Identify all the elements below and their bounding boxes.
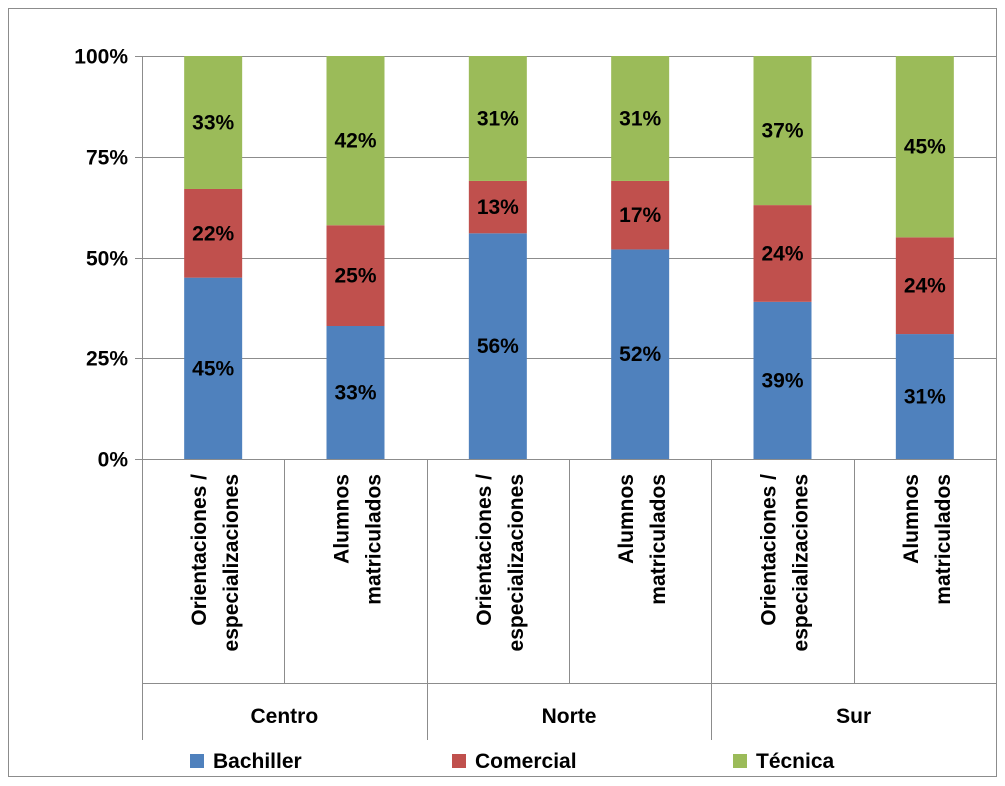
data-label: 17%: [619, 204, 661, 227]
category-label-line: Orientaciones /: [188, 474, 211, 626]
data-label: 33%: [334, 382, 376, 405]
data-label: 37%: [761, 120, 803, 143]
data-label: 45%: [904, 136, 946, 159]
legend-label: Comercial: [475, 750, 577, 773]
category-label-line: matriculados: [363, 474, 386, 605]
group-label: Centro: [250, 705, 318, 728]
category-label-line: Alumnos: [900, 474, 923, 564]
data-label: 13%: [477, 196, 519, 219]
data-label: 56%: [477, 335, 519, 358]
data-label: 45%: [192, 357, 234, 380]
category-label-line: especializaciones: [505, 474, 528, 651]
category-label-line: especializaciones: [220, 474, 243, 651]
y-tick-label: 100%: [74, 46, 128, 69]
data-label: 33%: [192, 111, 234, 134]
data-label: 22%: [192, 222, 234, 245]
legend-label: Bachiller: [213, 750, 302, 773]
data-label: 39%: [761, 369, 803, 392]
legend-swatch: [452, 754, 466, 768]
data-label: 24%: [904, 275, 946, 298]
data-label: 25%: [334, 265, 376, 288]
legend-label: Técnica: [756, 750, 835, 773]
category-label-line: especializaciones: [790, 474, 813, 651]
y-tick-label: 75%: [86, 147, 128, 170]
group-label: Sur: [836, 705, 871, 728]
category-label-line: matriculados: [647, 474, 670, 605]
category-label-line: Orientaciones /: [758, 474, 781, 626]
y-tick-label: 25%: [86, 348, 128, 371]
y-tick-label: 0%: [98, 449, 129, 472]
data-label: 24%: [761, 242, 803, 265]
category-label-line: Alumnos: [615, 474, 638, 564]
legend-swatch: [190, 754, 204, 768]
data-label: 31%: [619, 107, 661, 130]
category-label-line: Alumnos: [331, 474, 354, 564]
category-label-line: Orientaciones /: [473, 474, 496, 626]
data-label: 52%: [619, 343, 661, 366]
y-tick-label: 50%: [86, 248, 128, 271]
data-label: 42%: [334, 130, 376, 153]
legend-swatch: [733, 754, 747, 768]
category-label-line: matriculados: [932, 474, 955, 605]
data-label: 31%: [904, 386, 946, 409]
data-label: 31%: [477, 107, 519, 130]
group-label: Norte: [542, 705, 597, 728]
